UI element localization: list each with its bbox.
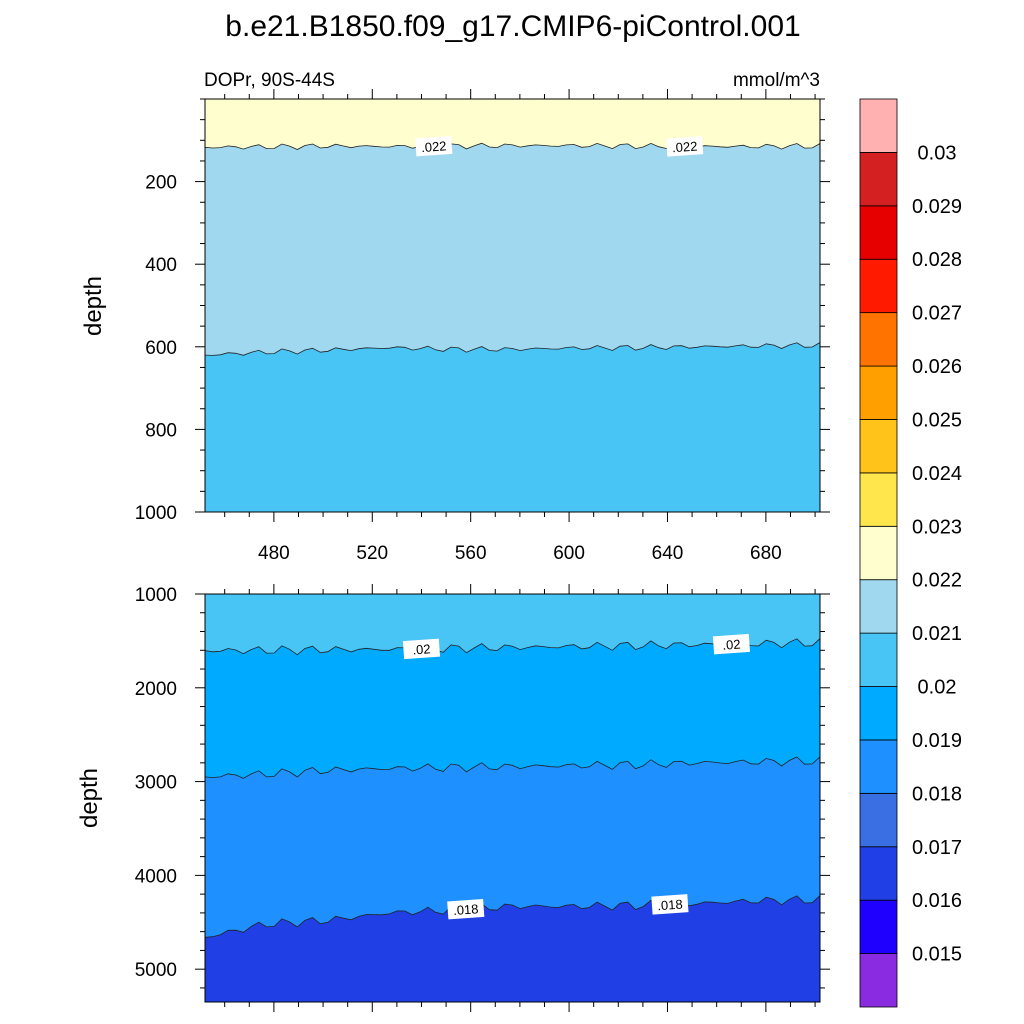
colorbar: 0.015 0.016 0.017 0.018 0.019 0.02 0.021 0.022 0… (859, 98, 962, 1008)
colorbar-box (859, 686, 898, 741)
x-tick-label: 560 (455, 543, 487, 564)
contour-label-text: .02 (722, 637, 741, 653)
colorbar-label: 0.026 (912, 356, 962, 378)
contour-label: .02 (712, 633, 751, 655)
colorbar-box (859, 258, 898, 314)
region-fill (205, 995, 265, 1002)
colorbar-label: 0.024 (912, 463, 962, 485)
region-fill (205, 99, 820, 356)
units-label: mmol/m^3 (733, 70, 820, 91)
x-tick-label: 680 (750, 543, 782, 564)
contour-label: .022 (666, 136, 704, 157)
colorbar-label: 0.018 (912, 783, 962, 805)
contour-label-box (712, 633, 751, 655)
variable-region-label: DOPr, 90S-44S (204, 70, 335, 91)
colorbar-box (859, 98, 898, 153)
region-fill (205, 594, 820, 655)
x-tick-label: 520 (356, 543, 388, 564)
top-panel: .022 .022 480 520 560 600 640 680 200 400 600 800 10… (135, 89, 830, 564)
colorbar-box (859, 953, 898, 1008)
bottom-y-axis-label: depth (76, 768, 103, 828)
contour-label: .018 (651, 894, 689, 915)
contour-label-text: .018 (453, 901, 479, 918)
y-tick-label: 400 (145, 255, 177, 276)
colorbar-box (859, 472, 898, 527)
y-tick-label: 3000 (135, 773, 177, 794)
y-tick-label: 200 (145, 173, 177, 194)
contour-label: .022 (415, 135, 453, 157)
colorbar-box (859, 792, 898, 848)
colorbar-box (859, 579, 898, 634)
colorbar-label: 0.03 (918, 142, 957, 164)
colorbar-label: 0.016 (912, 890, 962, 912)
contour-label-text: .022 (672, 139, 698, 156)
contour-fills (205, 594, 820, 1002)
contour-fills (205, 99, 820, 512)
x-tick-label: 640 (652, 543, 684, 564)
colorbar-label: 0.029 (912, 196, 962, 218)
plot-frame (204, 593, 821, 1003)
y-tick-label: 5000 (135, 960, 177, 981)
colorbar-box (859, 846, 898, 901)
colorbar-label: 0.027 (912, 303, 962, 325)
y-tick-label: 1000 (135, 503, 177, 524)
colorbar-box (859, 205, 898, 260)
colorbar-label: 0.02 (918, 677, 957, 699)
contour-label-box (666, 136, 704, 157)
colorbar-box (859, 419, 898, 474)
colorbar-label: 0.022 (912, 570, 962, 592)
contour-line (205, 342, 820, 356)
contour-label-text: .02 (412, 641, 431, 657)
contour-line (205, 142, 820, 150)
contour-label-text: .022 (421, 138, 447, 155)
contour-label-text: .018 (657, 896, 683, 913)
colorbar-box (859, 739, 898, 794)
top-y-axis-label: depth (80, 276, 107, 336)
region-fill (205, 99, 820, 150)
y-tick-label: 600 (145, 338, 177, 359)
chart-title: b.e21.B1850.f09_g17.CMIP6-piControl.001 (225, 10, 800, 43)
colorbar-label: 0.019 (912, 730, 962, 752)
y-tick-label: 800 (145, 420, 177, 441)
colorbar-label: 0.021 (912, 623, 962, 645)
colorbar-box (859, 152, 898, 207)
colorbar-label: 0.025 (912, 409, 962, 431)
colorbar-label: 0.028 (912, 249, 962, 271)
contour-line (205, 895, 820, 938)
colorbar-box (859, 525, 898, 581)
contour-label-box (447, 898, 485, 920)
contour-label: .018 (447, 898, 485, 920)
contour-line (205, 756, 820, 779)
colorbar-box (859, 365, 898, 420)
colorbar-label: 0.023 (912, 516, 962, 538)
y-tick-label: 4000 (135, 866, 177, 887)
bottom-panel: .02 .02 .018 .018 1000 2000 3000 4000 5000 (135, 584, 830, 1012)
colorbar-label: 0.015 (912, 944, 962, 966)
colorbar-box (859, 899, 898, 954)
y-tick-label: 1000 (135, 585, 177, 606)
y-tick-label: 2000 (135, 679, 177, 700)
colorbar-label: 0.017 (912, 837, 962, 859)
colorbar-box (859, 632, 898, 687)
contour-label-box (651, 894, 689, 915)
contour-label: .02 (402, 638, 441, 660)
colorbar-box (859, 312, 898, 367)
x-tick-label: 600 (553, 543, 585, 564)
contour-label-box (415, 135, 453, 157)
contour-label-box (402, 638, 441, 660)
x-tick-label: 480 (258, 543, 290, 564)
